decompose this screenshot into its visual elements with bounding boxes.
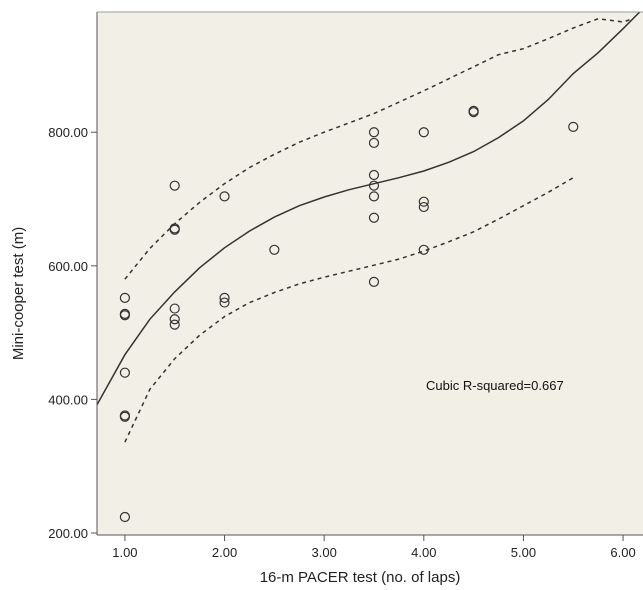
y-axis-title: Mini-cooper test (m) [10, 227, 27, 360]
x-tick-label: 3.00 [312, 545, 337, 560]
data-point [368, 212, 380, 223]
axes-layer: 1.00 2.00 3.00 4.00 5.00 6.00 200.00 400.00 600.… [48, 11, 643, 560]
y-tick-label: 800.00 [48, 125, 88, 140]
fit-layer [97, 12, 641, 406]
cubic-fit-line [97, 12, 641, 406]
data-point [219, 292, 230, 303]
data-point [169, 303, 180, 314]
ci-upper-line [124, 17, 634, 280]
data-point [119, 310, 130, 321]
data-point [169, 224, 180, 235]
data-point [368, 180, 380, 191]
data-point [219, 191, 230, 202]
ci-lower-layer [124, 177, 574, 443]
y-tick-label: 600.00 [48, 259, 88, 274]
data-point [169, 314, 180, 325]
data-point [269, 244, 280, 255]
x-axis-title: 16-m PACER test (no. of laps) [260, 569, 461, 586]
x-tick-label: 4.00 [411, 545, 436, 560]
data-point [468, 107, 479, 118]
points-layer [119, 105, 579, 523]
data-point [169, 319, 180, 330]
data-point [368, 191, 380, 202]
data-point [418, 201, 429, 213]
data-point [169, 180, 180, 191]
x-tick-label: 2.00 [212, 545, 237, 560]
data-point [368, 276, 380, 287]
y-tick-label: 200.00 [48, 526, 88, 541]
x-tick-label: 6.00 [610, 545, 635, 560]
data-point [119, 411, 130, 422]
data-point [368, 137, 380, 149]
data-point [219, 297, 230, 308]
data-point [568, 121, 579, 132]
data-point [119, 292, 130, 303]
x-tick-label: 5.00 [511, 545, 536, 560]
data-point [418, 127, 429, 138]
x-tick-label: 1.00 [112, 545, 137, 560]
data-point [368, 127, 380, 138]
data-point [418, 196, 429, 207]
r-squared-annotation: Cubic R-squared=0.667 [426, 378, 564, 393]
data-point [119, 367, 130, 378]
y-tick-label: 400.00 [48, 392, 88, 407]
ci-lower-line [124, 177, 574, 443]
ci-upper-layer [124, 17, 634, 280]
data-point [119, 511, 130, 523]
plot-area [97, 12, 643, 535]
data-point [418, 244, 429, 255]
data-point [368, 169, 380, 181]
